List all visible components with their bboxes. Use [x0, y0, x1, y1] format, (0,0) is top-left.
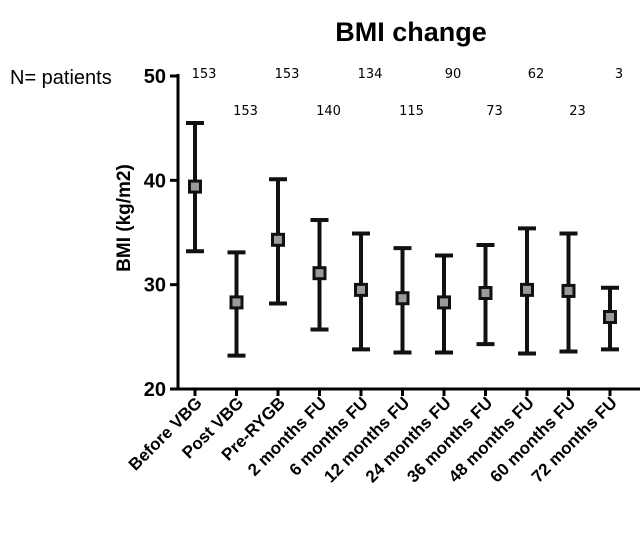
mean-marker [561, 283, 576, 298]
mean-marker [520, 282, 534, 297]
patient-count: 62 [528, 67, 545, 82]
patient-count: 90 [445, 67, 462, 82]
patient-count: 153 [275, 67, 300, 82]
patient-count: 73 [486, 104, 503, 119]
mean-marker [312, 266, 327, 281]
patient-count: 23 [569, 104, 586, 119]
patient-count: 153 [192, 67, 217, 82]
error-bars [186, 120, 619, 358]
chart-title: BMI change [335, 17, 487, 47]
mean-marker [188, 179, 202, 194]
n-patients-label: N= patients [10, 67, 112, 89]
patient-count: 115 [399, 104, 424, 119]
patient-count: 3 [615, 67, 623, 82]
mean-marker [478, 286, 493, 301]
patient-count: 140 [316, 104, 341, 119]
y-ticks: 20 30 40 50 [144, 66, 178, 401]
patient-count: 153 [233, 104, 258, 119]
y-tick-label: 50 [144, 66, 166, 88]
mean-marker [395, 291, 410, 306]
y-tick-label: 40 [144, 170, 166, 192]
patient-count: 134 [358, 67, 383, 82]
mean-marker [437, 295, 451, 310]
mean-marker [229, 295, 244, 310]
y-axis-label: BMI (kg/m2) [114, 164, 135, 272]
axes [176, 74, 640, 391]
mean-marker [603, 310, 617, 325]
y-tick-label: 30 [144, 275, 166, 297]
mean-marker [354, 282, 368, 297]
patient-counts: 153 153 153 140 134 115 90 73 62 23 3 [192, 67, 624, 119]
y-tick-label: 20 [144, 379, 166, 401]
mean-marker [271, 232, 285, 247]
